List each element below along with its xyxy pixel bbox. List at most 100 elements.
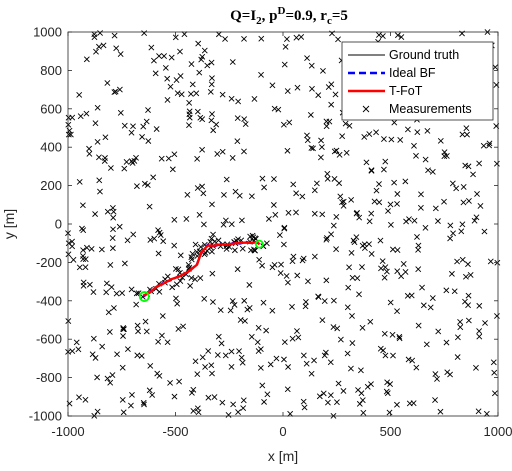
measurement-point	[230, 401, 237, 408]
measurement-point	[405, 356, 412, 363]
measurement-point	[311, 357, 317, 364]
measurement-point	[121, 165, 128, 172]
measurement-point	[140, 399, 147, 406]
measurement-point	[354, 275, 361, 282]
measurement-point	[192, 241, 199, 248]
measurement-point	[228, 348, 235, 355]
measurement-point	[141, 30, 148, 37]
measurement-point	[476, 160, 483, 167]
measurement-point	[323, 123, 330, 130]
measurement-point	[195, 40, 202, 47]
measurement-point	[376, 181, 382, 187]
measurement-point	[294, 272, 301, 279]
measurement-point	[208, 59, 215, 66]
measurement-point	[313, 180, 320, 187]
measurement-point	[210, 231, 216, 238]
measurement-point	[280, 241, 287, 248]
measurement-point	[387, 221, 394, 228]
measurement-point	[133, 290, 140, 297]
measurement-point	[334, 325, 341, 332]
y-tick-label: -600	[36, 332, 62, 347]
measurement-point	[169, 284, 176, 291]
measurement-point	[168, 54, 175, 61]
measurement-point	[294, 84, 301, 91]
measurement-point	[463, 273, 469, 280]
measurement-point	[152, 70, 159, 77]
measurement-point	[235, 409, 242, 416]
measurement-point	[454, 258, 460, 265]
measurement-point	[335, 380, 342, 387]
measurement-point	[128, 129, 135, 136]
measurement-point	[340, 388, 347, 394]
measurement-point	[186, 122, 192, 129]
measurement-point	[320, 67, 326, 74]
legend-label-tfot: T-FoT	[389, 84, 423, 98]
measurement-point	[92, 120, 99, 127]
measurement-point	[432, 397, 438, 403]
measurement-point	[454, 334, 461, 341]
measurement-point	[345, 284, 352, 291]
measurement-point	[205, 348, 212, 354]
measurement-point	[173, 77, 180, 83]
measurement-point	[197, 244, 204, 250]
measurement-point	[453, 185, 460, 192]
measurement-point	[148, 44, 155, 51]
measurement-point	[259, 175, 266, 182]
measurement-point	[486, 140, 493, 147]
measurement-point	[285, 209, 292, 216]
measurement-point	[121, 122, 128, 129]
measurement-point	[366, 131, 373, 137]
measurement-point	[97, 30, 103, 36]
measurement-point	[189, 250, 196, 257]
measurement-point	[462, 162, 469, 169]
measurement-point	[94, 408, 101, 415]
measurement-point	[471, 217, 478, 224]
measurement-point	[200, 221, 207, 228]
series-line-t-fot	[142, 240, 261, 297]
measurement-point	[473, 364, 479, 371]
measurement-point	[205, 394, 212, 401]
measurement-point	[373, 129, 380, 136]
title-r-val: =5	[332, 8, 348, 24]
measurement-point	[97, 188, 103, 195]
measurement-point	[269, 264, 276, 271]
measurement-point	[86, 281, 93, 288]
measurement-point	[228, 363, 235, 370]
measurement-point	[207, 88, 214, 95]
measurement-point	[361, 134, 368, 140]
measurement-point	[368, 167, 375, 174]
measurement-point	[202, 363, 209, 370]
measurement-point	[208, 117, 215, 124]
measurement-point	[360, 409, 367, 416]
measurement-point	[109, 235, 116, 241]
measurement-point	[303, 360, 310, 367]
measurement-point	[299, 193, 306, 200]
measurement-point	[239, 245, 246, 252]
measurement-point	[117, 51, 124, 58]
measurement-point	[139, 133, 145, 140]
measurement-point	[368, 167, 375, 174]
measurement-point	[289, 258, 296, 265]
measurement-point	[437, 137, 444, 144]
measurement-point	[155, 250, 162, 257]
measurement-point	[284, 88, 291, 94]
measurement-point	[373, 187, 380, 194]
measurement-point	[83, 56, 90, 63]
measurement-point	[158, 155, 165, 162]
measurement-point	[80, 247, 86, 254]
measurement-point	[408, 292, 415, 299]
measurement-point	[322, 349, 329, 356]
measurement-point	[324, 170, 331, 177]
measurement-point	[311, 187, 318, 194]
measurement-point	[355, 387, 361, 393]
measurement-point	[474, 191, 480, 197]
measurement-point	[475, 408, 482, 415]
measurement-point	[465, 261, 471, 268]
series-layer	[142, 240, 261, 298]
measurement-point	[434, 218, 441, 225]
measurement-point	[321, 298, 328, 305]
measurement-point	[135, 328, 141, 335]
measurement-point	[265, 215, 272, 222]
